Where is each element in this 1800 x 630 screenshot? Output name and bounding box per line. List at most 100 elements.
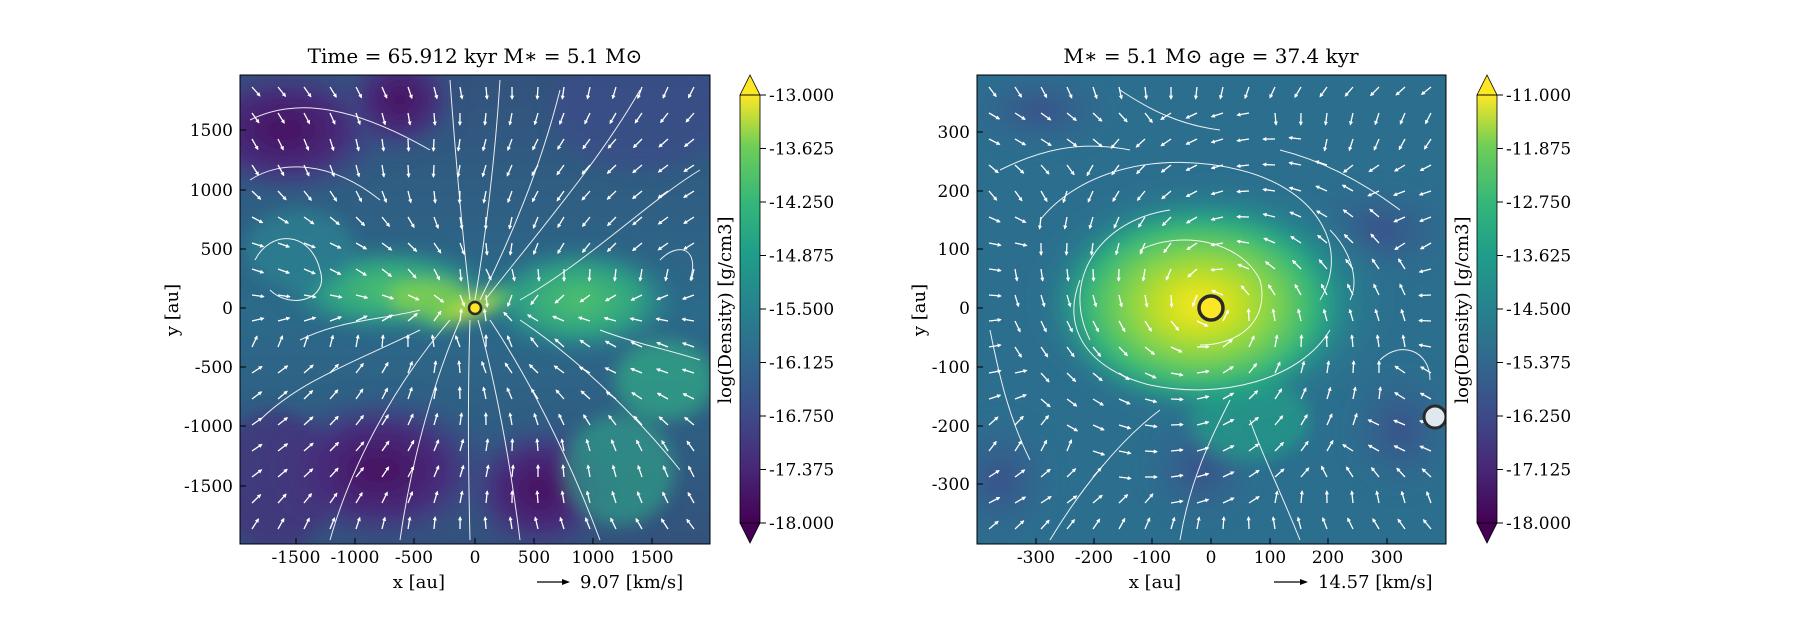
velocity-arrow [1401,334,1406,348]
velocity-arrow [303,268,316,275]
velocity-arrow [988,268,1002,273]
velocity-arrow [277,335,284,348]
velocity-arrow [1378,386,1383,400]
velocity-arrow [1014,294,1020,308]
velocity-arrow [660,518,669,530]
velocity-arrow [1274,441,1284,452]
velocity-arrow [1317,234,1328,244]
velocity-arrow [1394,392,1406,400]
velocity-arrow [1237,263,1250,270]
velocity-arrow [1187,268,1198,278]
velocity-arrow [1086,164,1094,177]
velocity-arrow [277,112,285,124]
velocity-arrow [1274,490,1279,504]
velocity-arrow [511,268,516,282]
velocity-arrow [1163,242,1172,254]
velocity-arrow [1092,112,1103,122]
velocity-arrow [1326,386,1332,400]
velocity-arrow [507,294,513,307]
velocity-arrow [1040,164,1050,175]
velocity-arrow [1170,320,1180,331]
panel-1-velocity-vectors [251,86,695,530]
velocity-arrow [1014,394,1027,400]
panel-1-yticks: 1500 1000 500 0 -500 -1000 -1500 [184,121,246,497]
velocity-arrow [1426,491,1432,504]
velocity-arrow [1014,164,1025,174]
velocity-arrow [1196,395,1210,400]
velocity-arrow [251,112,260,124]
velocity-arrow [407,242,418,252]
velocity-arrow [1300,440,1309,452]
velocity-arrow [1114,242,1120,256]
velocity-arrow [1300,387,1307,400]
velocity-arrow [629,317,643,322]
velocity-arrow [484,242,489,256]
velocity-arrow [482,308,487,322]
velocity-arrow [1367,444,1380,452]
velocity-arrow [630,294,643,301]
velocity-arrow [251,164,260,176]
velocity-arrow [406,164,411,178]
velocity-arrow [355,86,363,99]
velocity-arrow [1170,397,1184,402]
velocity-arrow [1294,283,1302,296]
velocity-arrow [533,112,539,126]
velocity-arrow [1141,268,1146,282]
velocity-arrow [329,190,338,202]
velocity-arrow [611,490,617,504]
panel-2-ytick-label: -100 [932,358,970,378]
velocity-arrow [381,164,386,178]
velocity-arrow [988,164,999,174]
velocity-arrow [1274,361,1281,374]
velocity-arrow [683,242,695,250]
velocity-arrow [531,164,539,177]
velocity-arrow [1419,445,1432,452]
velocity-arrow [459,216,464,230]
velocity-arrow [277,138,284,151]
velocity-arrow [1264,261,1276,270]
velocity-arrow [988,86,997,98]
velocity-arrow [664,268,669,282]
velocity-arrow [1185,190,1198,198]
velocity-arrow [681,368,695,374]
panel-1-xtick-label: 0 [470,548,481,568]
panel-1: Time = 65.912 kyr M∗ = 5.1 M⊙ [162,44,834,593]
velocity-arrow [1040,138,1052,147]
velocity-arrow [635,517,643,530]
velocity-arrow [381,190,388,203]
velocity-arrow [1262,212,1276,218]
velocity-arrow [687,86,695,99]
velocity-arrow [1014,268,1019,282]
velocity-arrow [556,164,565,176]
panel-2-sink-secondary [1422,404,1446,430]
velocity-arrow [988,416,999,426]
velocity-arrow [1222,309,1229,322]
velocity-arrow [1210,216,1224,222]
velocity-arrow [508,412,513,426]
velocity-arrow [482,386,487,400]
velocity-arrow [1066,164,1075,176]
velocity-arrow [1185,112,1198,119]
velocity-arrow [485,464,490,478]
velocity-arrow [277,164,285,177]
velocity-arrow [407,216,415,229]
velocity-arrow [1341,184,1354,192]
velocity-arrow [1092,138,1103,148]
velocity-arrow [1418,293,1432,298]
velocity-arrow [329,492,338,504]
velocity-arrow [1350,334,1355,348]
velocity-arrow [607,216,617,227]
velocity-arrow [658,416,669,426]
panel-2-ytick-label: -200 [932,417,970,437]
velocity-arrow [381,516,387,530]
velocity-arrow [1373,283,1380,296]
velocity-arrow [381,112,387,126]
panel-2-ytick-label: 200 [938,182,970,202]
velocity-arrow [1374,112,1380,126]
velocity-arrow [458,308,464,322]
velocity-arrow [560,86,565,100]
velocity-arrow [329,441,340,452]
panel-2-xticks: -300 -200 -100 0 100 200 300 [1017,538,1403,568]
velocity-arrow [1419,242,1432,250]
panel-1-colorbar: -13.000 -13.625 -14.250 -14.875 -15.500 -16.1… [715,74,834,544]
